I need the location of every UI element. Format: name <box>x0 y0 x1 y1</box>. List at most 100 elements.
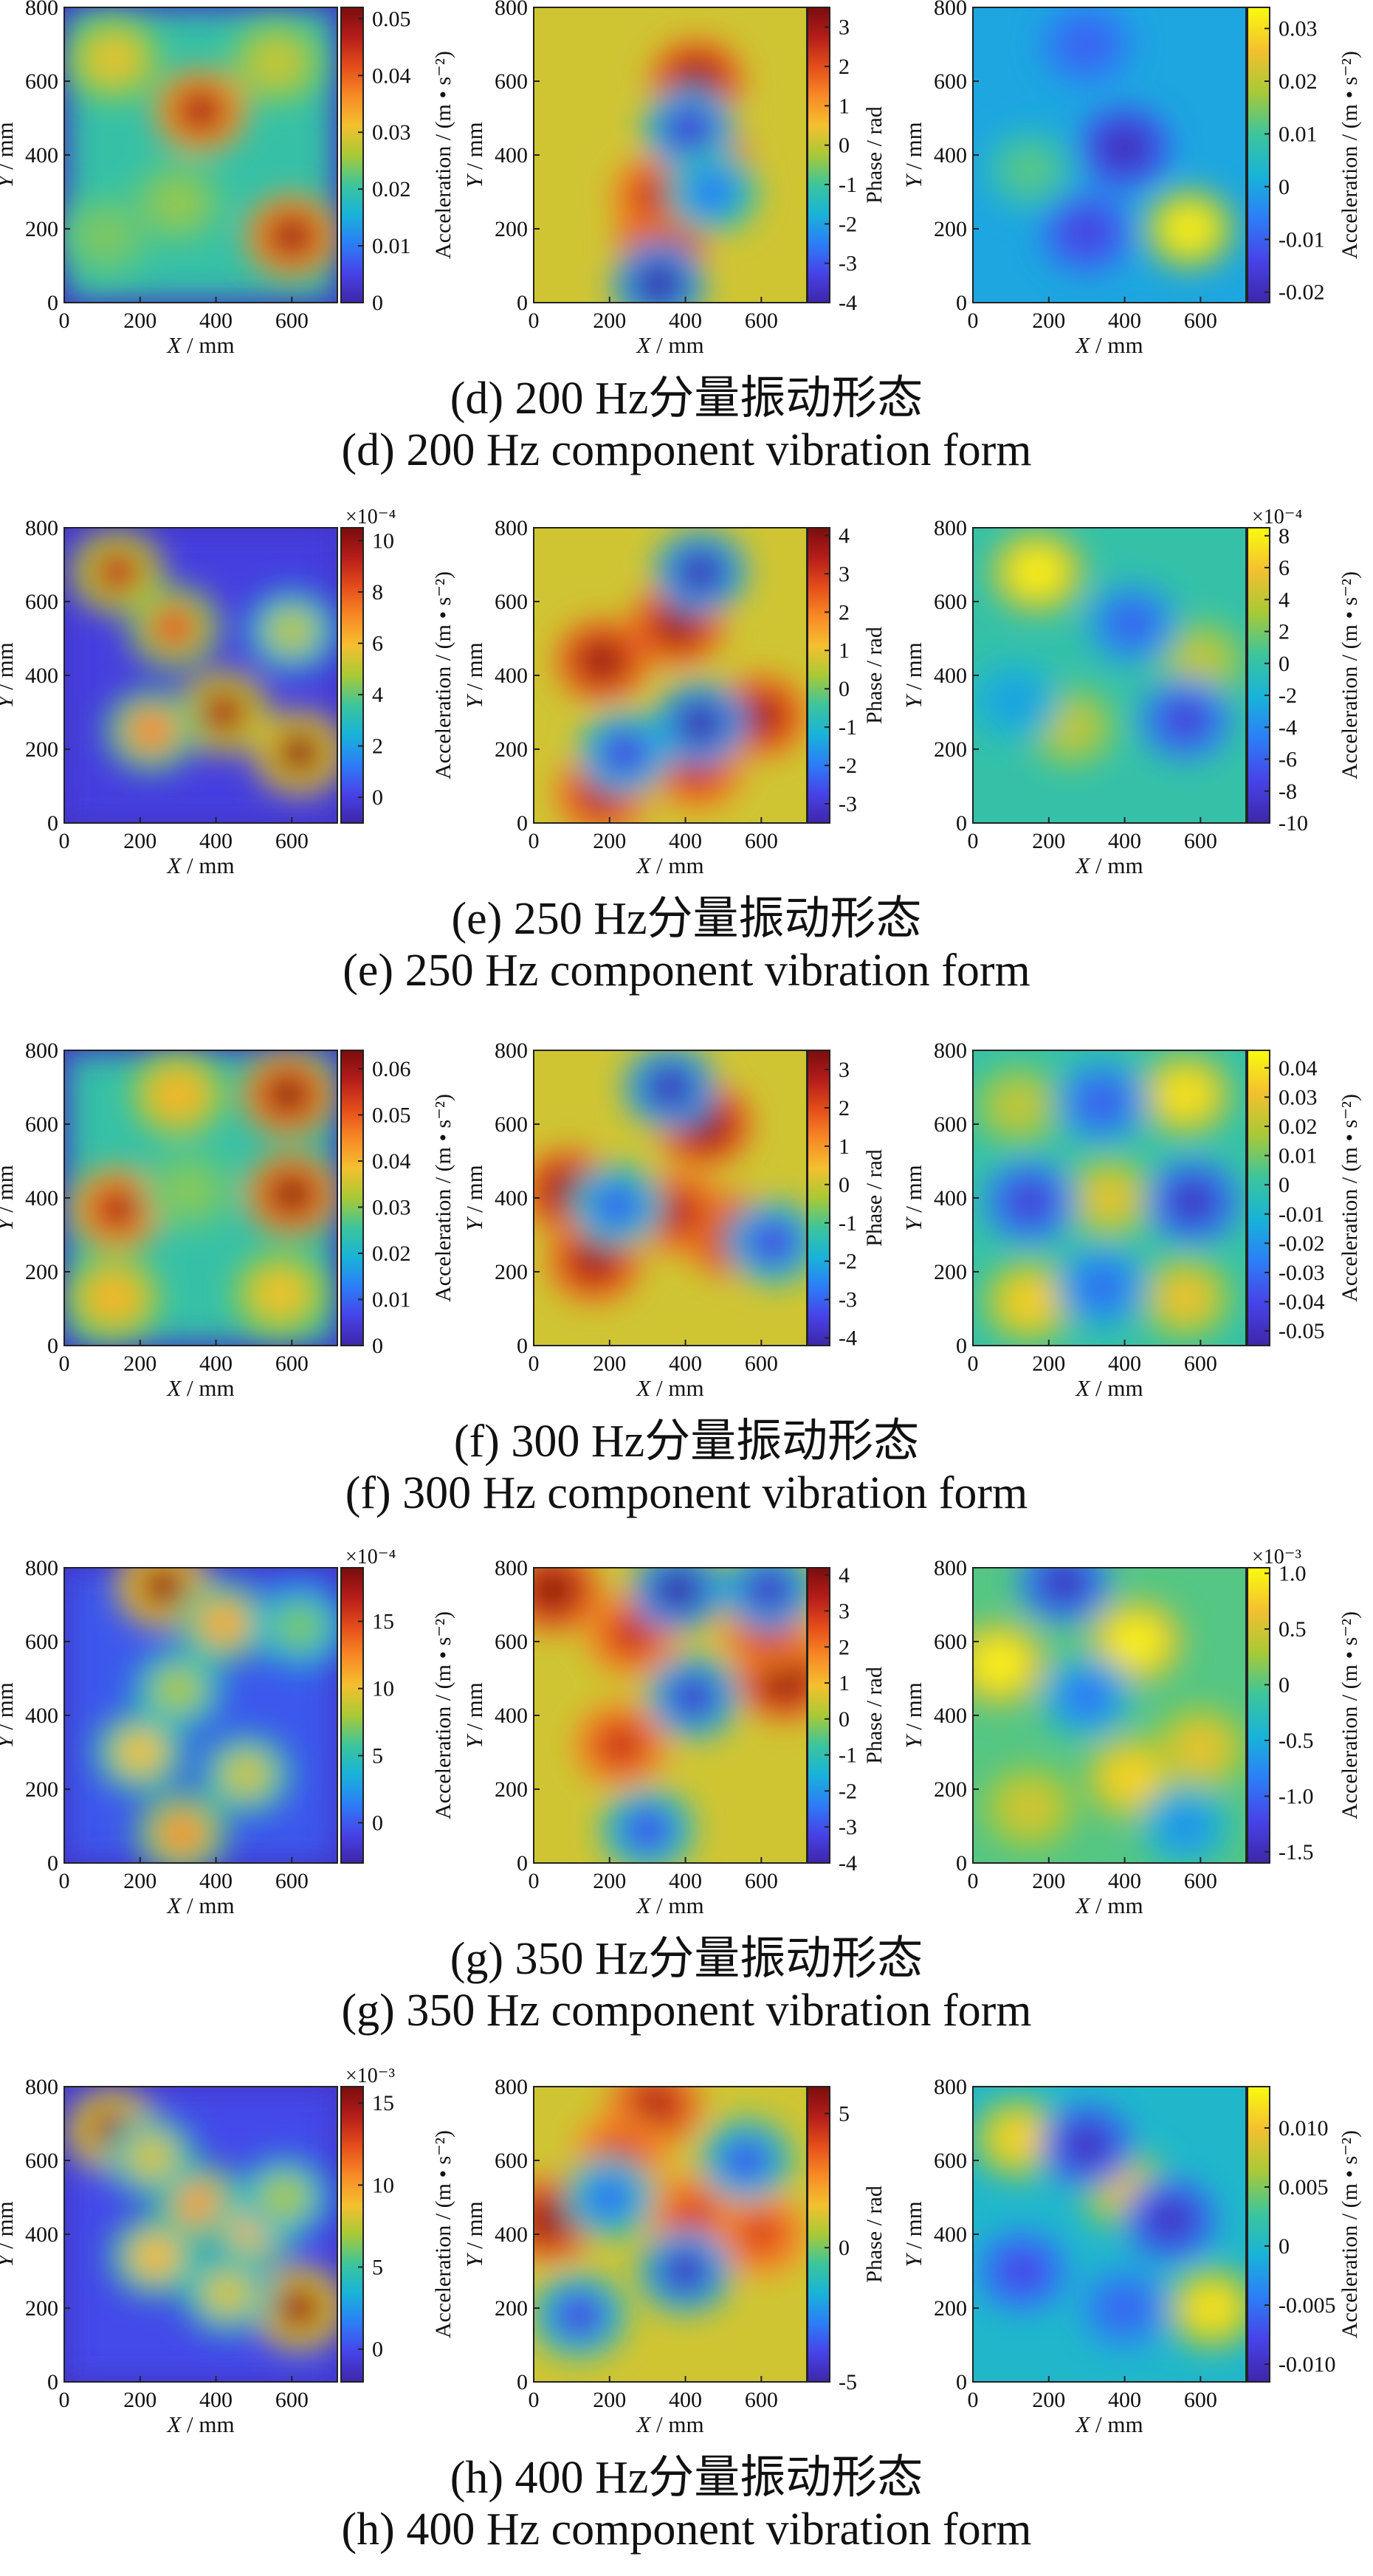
heatmap-hotspot-core <box>164 1168 215 1213</box>
row-caption-chinese: (f) 300 Hz分量振动形态 <box>454 1416 919 1467</box>
x-axis-variable: X <box>635 332 651 358</box>
colorbar-tick-label: 1 <box>839 94 850 118</box>
y-axis-label: Y / mm <box>901 122 926 188</box>
colorbar-tick-label: 5 <box>372 1744 383 1769</box>
x-axis-label: X / mm <box>635 1375 703 1401</box>
heatmap-hotspot-core <box>80 213 131 259</box>
x-tick-label: 600 <box>275 829 309 853</box>
colorbar-tick-label: 0.03 <box>372 120 411 145</box>
x-tick-label: 0 <box>529 2388 540 2412</box>
colorbar-tick-label: 2 <box>839 1635 850 1659</box>
x-tick-label: 600 <box>1184 2388 1217 2412</box>
colorbar-tick-label: 4 <box>839 523 850 548</box>
colorbar-tick-label: -1 <box>839 715 857 740</box>
x-axis-unit: / mm <box>650 853 703 878</box>
heatmap-field <box>64 2087 337 2382</box>
y-tick-label: 0 <box>517 2370 528 2394</box>
heatmap-hotspot-core <box>736 693 787 739</box>
heatmap-blobs <box>67 1053 337 1339</box>
x-tick-label: 400 <box>669 2388 702 2412</box>
x-tick-label: 200 <box>593 1869 626 1893</box>
heatmap-hotspot-core <box>993 2115 1044 2161</box>
colorbar <box>1247 7 1270 303</box>
colorbar-tick-label: 0.005 <box>1279 2175 1329 2200</box>
y-axis-variable: Y <box>0 2253 18 2267</box>
heatmap-hotspot-core <box>633 261 684 303</box>
y-tick-label: 800 <box>934 516 967 540</box>
x-axis-unit: / mm <box>1090 1893 1143 1918</box>
colorbar-tick-label: -4 <box>839 1326 857 1351</box>
x-tick-label: 600 <box>1184 309 1217 333</box>
heatmap-hotspot-core <box>153 1072 204 1117</box>
heatmap-field <box>973 1050 1246 1346</box>
colorbar-label: Acceleration / (m • s⁻²) <box>431 1094 455 1302</box>
row-caption-chinese: (h) 400 Hz分量振动形态 <box>450 2453 923 2503</box>
x-axis-label: X / mm <box>165 1375 234 1401</box>
heatmap-hotspot-core <box>266 608 317 654</box>
y-axis-variable: Y <box>0 1734 18 1749</box>
heatmap-blobs <box>984 7 1235 274</box>
x-tick-label: 200 <box>593 829 626 853</box>
colorbar-tick-label: -4 <box>1279 715 1297 740</box>
y-axis-variable: Y <box>901 1734 926 1749</box>
heatmap-hotspot-core <box>720 2138 771 2183</box>
y-axis-variable: Y <box>461 2253 487 2267</box>
colorbar-tick-label: 0.03 <box>1279 1085 1318 1109</box>
colorbar-tick-label: 0.05 <box>372 7 411 31</box>
y-axis-unit: / mm <box>0 1165 18 1218</box>
heatmap-hotspot-core <box>622 1807 673 1853</box>
colorbar-tick-label: 0.04 <box>372 63 411 88</box>
colorbar-tick-label: 1 <box>839 1134 850 1159</box>
heatmap-hotspot-core <box>274 1604 325 1650</box>
heatmap-hotspot-core <box>653 601 703 647</box>
y-tick-label: 200 <box>25 1777 58 1802</box>
colorbar-tick-label: -1 <box>839 173 857 197</box>
x-tick-label: 0 <box>529 829 540 853</box>
y-tick-label: 800 <box>934 0 967 20</box>
y-tick-label: 800 <box>934 1039 967 1063</box>
colorbar-tick-label: 1 <box>839 638 850 663</box>
heatmap-hotspot-core <box>534 2197 574 2242</box>
x-tick-label: 600 <box>745 829 778 853</box>
colorbar-tick-label: 0 <box>372 785 383 810</box>
colorbar-tick-label: 0.010 <box>1279 2116 1329 2141</box>
heatmap-blobs <box>556 531 807 823</box>
colorbar-tick-label: 0 <box>839 677 850 701</box>
colorbar-tick-label: 2 <box>839 55 850 79</box>
heatmap-field <box>973 528 1246 823</box>
y-tick-label: 600 <box>25 1630 58 1654</box>
x-axis-variable: X <box>635 2411 651 2437</box>
heatmap-field <box>64 7 337 303</box>
x-tick-label: 600 <box>745 1351 778 1376</box>
x-axis-unit: / mm <box>1090 1375 1143 1401</box>
x-tick-label: 400 <box>669 1351 702 1376</box>
y-axis-label: Y / mm <box>461 1682 487 1749</box>
x-tick-label: 400 <box>199 1869 233 1893</box>
x-tick-label: 400 <box>1108 1869 1141 1893</box>
y-tick-label: 200 <box>495 737 528 762</box>
heatmap-hotspot-core <box>274 730 325 776</box>
y-tick-label: 400 <box>25 1186 58 1210</box>
y-axis-variable: Y <box>0 173 18 188</box>
y-tick-label: 400 <box>934 143 967 168</box>
colorbar-label: Acceleration / (m • s⁻²) <box>431 2130 455 2338</box>
y-axis-unit: / mm <box>0 122 18 175</box>
heatmap-hotspot-core <box>149 605 200 650</box>
colorbar-tick-label: -5 <box>839 2370 857 2394</box>
heatmap-hotspot-core <box>667 2193 718 2239</box>
x-axis-label: X / mm <box>635 853 703 878</box>
y-tick-label: 200 <box>25 2296 58 2321</box>
colorbar-exponent: ×10⁻⁴ <box>345 506 396 528</box>
heatmap-blobs <box>71 531 337 794</box>
colorbar-tick-label: 0 <box>1279 175 1290 199</box>
x-tick-label: 400 <box>669 829 702 853</box>
heatmap-hotspot-core <box>1186 2285 1237 2331</box>
colorbar-tick-label: -0.01 <box>1279 227 1325 252</box>
colorbar-tick-label: 0.01 <box>1279 122 1318 146</box>
x-tick-label: 200 <box>593 1351 626 1376</box>
